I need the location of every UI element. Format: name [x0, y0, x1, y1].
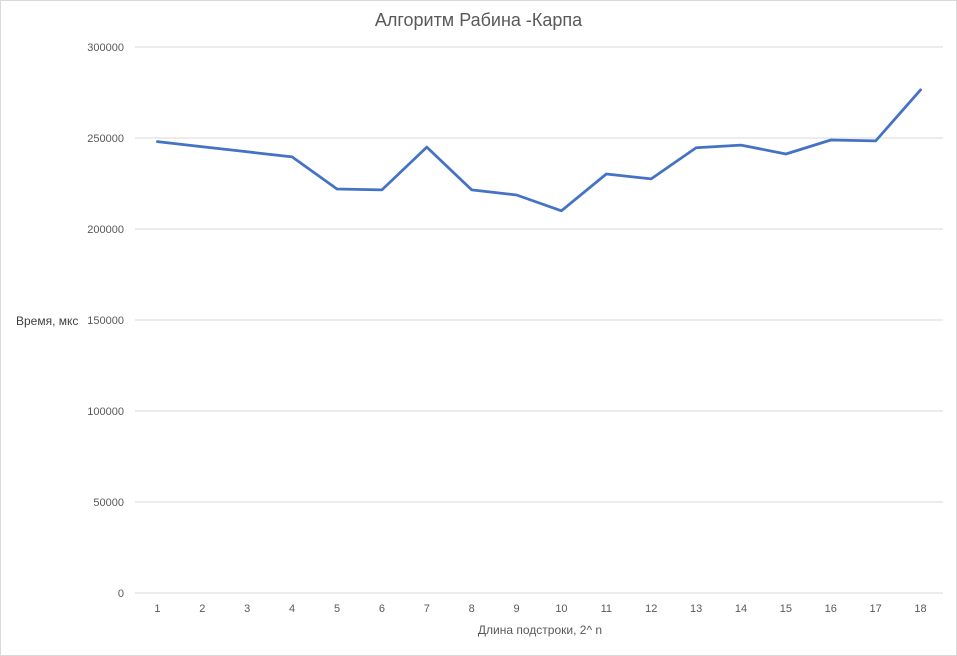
x-axis-title: Длина подстроки, 2^ n: [477, 623, 603, 637]
x-tick-label: 18: [914, 603, 926, 615]
x-tick-label: 6: [379, 603, 385, 615]
y-tick-label: 50000: [93, 497, 124, 509]
chart-title: Алгоритм Рабина -Карпа: [374, 10, 583, 30]
x-tick-label: 14: [735, 603, 747, 615]
x-tick-label: 4: [289, 603, 295, 615]
x-tick-label: 11: [601, 603, 612, 615]
x-tick-label: 5: [334, 603, 340, 615]
x-tick-label: 16: [825, 603, 837, 615]
series-layer: [156, 88, 922, 213]
x-tick-label: 8: [469, 603, 475, 615]
y-tick-label: 200000: [87, 224, 124, 236]
x-tick-label: 3: [244, 603, 250, 615]
y-tick-label: 300000: [87, 42, 124, 54]
y-tick-label: 250000: [87, 133, 124, 145]
y-tick-label: 100000: [87, 406, 124, 418]
y-axis-title: Время, мкс: [16, 314, 79, 328]
gridlines: [135, 46, 943, 594]
y-tick-label: 0: [118, 588, 124, 600]
x-tick-labels: 1 2 3 4 5 6 7 8 9 10 11 12 13 14 15 16 17 18: [154, 603, 926, 615]
y-tick-label: 150000: [87, 315, 124, 327]
x-tick-label: 13: [690, 603, 702, 615]
x-tick-label: 10: [555, 603, 567, 615]
x-tick-label: 15: [780, 603, 792, 615]
y-tick-labels: 0 50000 100000 150000 200000 250000 300000: [87, 42, 124, 600]
x-tick-label: 17: [870, 603, 882, 615]
x-tick-label: 12: [645, 603, 657, 615]
x-tick-label: 1: [154, 603, 160, 615]
x-tick-label: 2: [199, 603, 205, 615]
x-tick-label: 9: [513, 603, 519, 615]
x-tick-label: 7: [424, 603, 430, 615]
series-line: [156, 88, 922, 213]
